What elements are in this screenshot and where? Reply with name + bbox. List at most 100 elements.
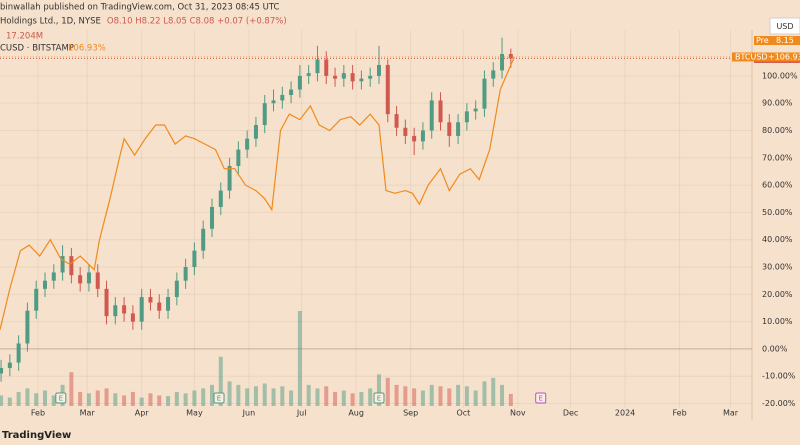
candle-body xyxy=(183,267,188,281)
candle-body xyxy=(280,94,285,101)
y-tick-label: 100.00% xyxy=(762,71,798,80)
candle-body xyxy=(69,256,74,276)
candle-body xyxy=(253,125,258,139)
candle-body xyxy=(95,272,100,289)
candle-body xyxy=(271,100,276,104)
candle-body xyxy=(306,73,311,76)
price-axis xyxy=(752,0,800,420)
last-price-box xyxy=(732,52,800,62)
candle-body xyxy=(51,272,56,281)
x-tick-label: Jun xyxy=(242,409,256,418)
volume-bar xyxy=(447,388,452,406)
candle-body xyxy=(192,250,197,268)
candle-body xyxy=(420,130,425,142)
candle-body xyxy=(359,78,364,82)
candle-body xyxy=(341,73,346,79)
x-tick-label: Feb xyxy=(31,409,45,418)
currency-box[interactable] xyxy=(769,17,800,35)
candle-body xyxy=(25,310,30,344)
x-tick-label: Nov xyxy=(510,409,526,418)
candle-body xyxy=(464,111,469,123)
event-marker xyxy=(373,392,385,404)
y-tick-label: 40.00% xyxy=(762,235,793,244)
y-tick-label: 60.00% xyxy=(762,181,793,190)
last-price-value: +106.93 xyxy=(768,52,800,61)
volume-bar xyxy=(297,311,302,406)
candle-body xyxy=(166,297,171,311)
volume-bar xyxy=(209,384,214,406)
volume-bar xyxy=(403,386,408,406)
candle-body xyxy=(438,100,443,123)
volume-bar xyxy=(359,391,364,406)
plot xyxy=(0,37,752,382)
volume-bar xyxy=(429,384,434,406)
x-tick-label: Oct xyxy=(456,409,470,418)
ohlc: O8.10 H8.22 L8.05 C8.08 +0.07 (+0.87%) xyxy=(107,17,287,27)
candle-body xyxy=(209,206,214,229)
volume-bar xyxy=(324,386,329,406)
candle-body xyxy=(456,122,461,136)
candle-body xyxy=(297,75,302,90)
y-tick-label: -20.00% xyxy=(762,399,796,408)
volume-bar xyxy=(473,390,478,406)
candle-body xyxy=(130,313,135,322)
volume-bar xyxy=(122,395,127,406)
volume-bar xyxy=(262,383,267,406)
volume-bar xyxy=(368,388,373,406)
volume-bar xyxy=(420,390,425,406)
x-tick-label: Jul xyxy=(296,409,307,418)
candle-body xyxy=(315,59,320,74)
x-tick-label: Dec xyxy=(563,409,578,418)
pre-value: 8.15 xyxy=(776,36,794,45)
y-tick-label: 0.00% xyxy=(762,344,788,353)
volume-bar xyxy=(130,391,135,406)
candle-body xyxy=(447,122,452,136)
volume-bar xyxy=(280,386,285,406)
volume-bar xyxy=(78,391,83,406)
candle-body xyxy=(174,280,179,298)
volume-bar xyxy=(253,386,258,406)
volume-bar xyxy=(69,372,74,406)
event-marker xyxy=(535,392,547,404)
y-tick-label: 10.00% xyxy=(762,317,793,326)
candle-body xyxy=(34,288,39,311)
pre-box xyxy=(754,36,800,45)
x-tick-label: Aug xyxy=(348,409,364,418)
x-tick-label: Mar xyxy=(80,409,96,418)
candle-body xyxy=(148,297,153,303)
candle-body xyxy=(113,305,118,317)
event-label: E xyxy=(59,395,63,403)
symbol: Holdings Ltd., 1D, NYSE xyxy=(0,17,101,27)
compare-value: 106.93% xyxy=(68,44,106,54)
currency[interactable]: USD xyxy=(776,22,793,31)
volume-bar xyxy=(315,388,320,406)
volume-bar xyxy=(394,384,399,406)
candle-body xyxy=(139,297,144,322)
volume xyxy=(0,311,513,406)
volume-bar xyxy=(166,396,171,406)
volume-bar xyxy=(438,386,443,406)
volume-bar xyxy=(148,393,153,406)
volume-bar xyxy=(456,384,461,406)
candle-body xyxy=(7,362,12,369)
volume-bar xyxy=(482,381,487,406)
event-label: E xyxy=(538,395,542,403)
candle-body xyxy=(473,108,478,112)
grid xyxy=(0,30,752,408)
candle-body xyxy=(0,368,4,374)
candle-body xyxy=(43,280,48,289)
y-tick-label: 50.00% xyxy=(762,208,793,217)
volume-bar xyxy=(508,393,513,406)
volume-bar xyxy=(43,390,48,406)
candle-body xyxy=(394,114,399,128)
candle-body xyxy=(482,78,487,109)
candle-body xyxy=(227,165,232,191)
volume-bar xyxy=(25,388,30,406)
candle-body xyxy=(78,275,83,284)
volume-bar xyxy=(34,393,39,406)
candle-body xyxy=(491,70,496,79)
event-marker xyxy=(55,392,67,404)
x-tick-label: Apr xyxy=(135,409,150,418)
